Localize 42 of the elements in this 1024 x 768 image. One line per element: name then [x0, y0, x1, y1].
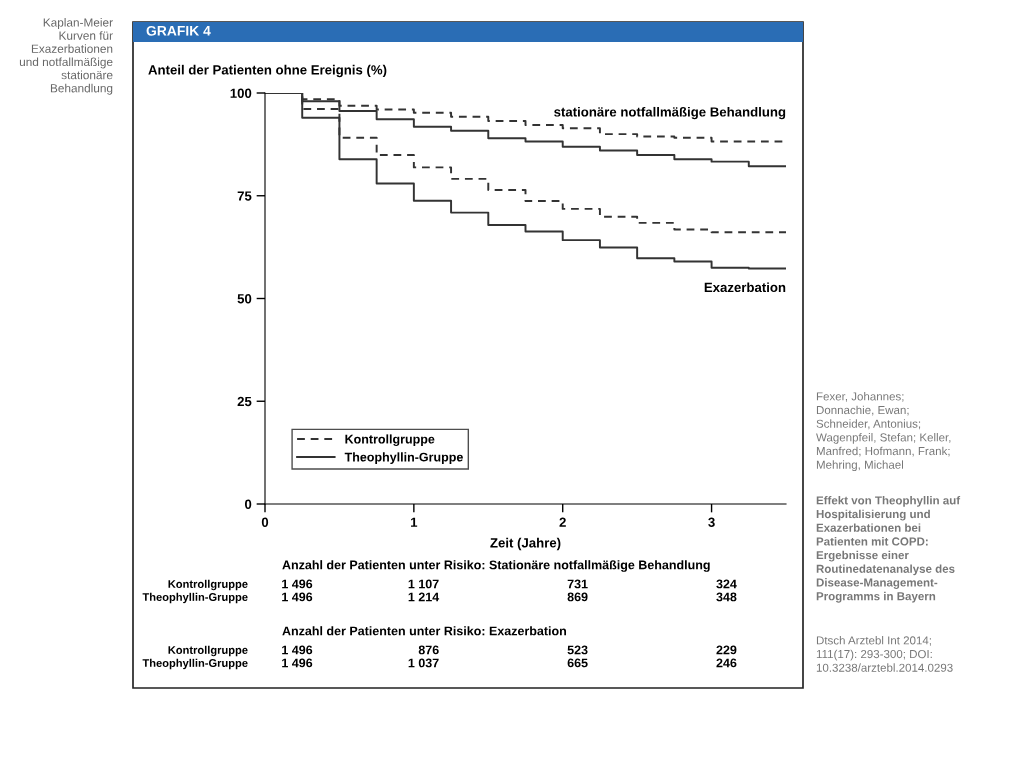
- y-tick-label: 25: [237, 396, 252, 407]
- text: 246: [716, 658, 737, 668]
- text: 876: [418, 645, 439, 655]
- text: 324: [716, 579, 737, 589]
- text: 523: [567, 645, 588, 655]
- text: 1 107: [408, 579, 439, 589]
- text: Anzahl der Patienten unter Risiko: Exazerbation: [282, 626, 566, 636]
- text: 348: [716, 592, 737, 602]
- annotation: stationäre notfallmäßige Behandlung: [554, 106, 786, 120]
- text: Kontrollgruppe: [168, 579, 248, 591]
- annotation: Exazerbation: [704, 282, 786, 293]
- text: Anzahl der Patienten unter Risiko: Stationäre notfallmäßige Behandlung: [282, 560, 710, 572]
- text: 1 496: [282, 579, 313, 589]
- y-tick-label: 75: [237, 191, 252, 201]
- text: 1 214: [408, 592, 440, 602]
- x-tick-label: 0: [261, 517, 269, 527]
- text: 731: [567, 579, 588, 589]
- text: 1 496: [282, 645, 313, 655]
- y-tick-label: 100: [230, 88, 252, 98]
- text: Theophyllin-Gruppe: [142, 592, 248, 604]
- x-tick-label: 2: [559, 517, 566, 527]
- chart-title: GRAFIK 4: [146, 25, 211, 36]
- x-tick-label: 3: [708, 517, 715, 527]
- y-tick-label: 50: [237, 294, 252, 304]
- text: 665: [567, 658, 588, 668]
- text: 869: [567, 592, 588, 602]
- text: 1 496: [282, 592, 313, 602]
- text: 229: [716, 645, 737, 655]
- legend-label: Kontrollgruppe: [345, 434, 435, 447]
- text: Fexer, Johannes; Donnachie, Ewan; Schneider, Antonius; Wagenpfeil, Stefan; Keller, Manfred; Hofmann, Frank; Mehring, Michael: [816, 392, 951, 472]
- text: 1 037: [408, 658, 439, 668]
- x-tick-label: 1: [411, 517, 418, 527]
- legend-label: Theophyllin-Gruppe: [344, 452, 463, 464]
- text: 1 496: [282, 658, 313, 668]
- y-tick-label: 0: [244, 499, 252, 509]
- text: Dtsch Arztebl Int 2014; 111(17): 293-300; DOI: 10.3238/arztebl.2014.0293: [816, 636, 953, 672]
- text: Theophyllin-Gruppe: [142, 658, 248, 670]
- text: Kaplan-Meier Kurven für Exazerbationen und notfallmäßige stationäre Behandlung: [19, 18, 113, 95]
- text: Kontrollgruppe: [168, 645, 248, 657]
- x-axis-title: Zeit (Jahre): [490, 537, 561, 551]
- y-axis-title: Anteil der Patienten ohne Ereignis (%): [148, 64, 387, 78]
- text: Effekt von Theophyllin auf Hospitalisierung und Exazerbationen bei Patienten mit COPD: Ergebnisse einer Routinedatenanalyse des Disease-Management- Programms in Bayern: [816, 496, 961, 603]
